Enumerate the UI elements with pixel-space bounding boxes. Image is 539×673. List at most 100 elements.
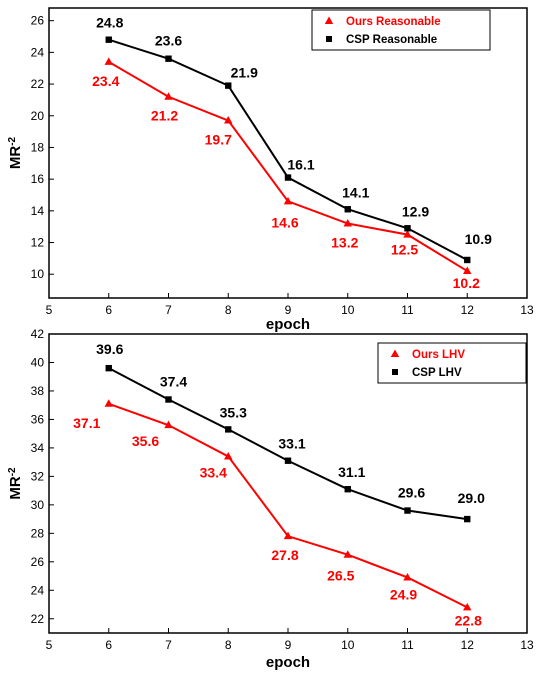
- x-tick-label: 13: [520, 303, 534, 317]
- y-tick-label: 26: [31, 14, 45, 28]
- data-label: 16.1: [287, 157, 314, 173]
- y-tick-label: 42: [31, 327, 45, 341]
- x-tick-label: 8: [225, 638, 232, 652]
- triangle-marker: [403, 230, 412, 238]
- legend: Ours LHV CSP LHV: [377, 342, 527, 384]
- legend-triangle-marker: [390, 349, 400, 357]
- triangle-marker: [283, 531, 293, 540]
- square-marker: [165, 396, 172, 403]
- data-label: 22.8: [455, 612, 482, 628]
- x-tick-label: 11: [401, 638, 414, 652]
- data-label: 27.8: [271, 547, 298, 563]
- x-tick-label: 12: [461, 638, 475, 652]
- square-marker: [404, 507, 411, 514]
- y-tick-label: 12: [31, 236, 45, 250]
- y-tick-label: 26: [31, 555, 45, 569]
- x-tick-label: 7: [165, 638, 172, 652]
- data-label: 35.3: [220, 404, 247, 420]
- y-tick-label: 28: [31, 526, 45, 540]
- x-tick-label: 9: [285, 303, 292, 317]
- triangle-marker: [463, 266, 472, 275]
- x-tick-label: 5: [46, 638, 53, 652]
- data-label: 19.7: [205, 132, 232, 148]
- x-tick-label: 9: [285, 638, 292, 652]
- y-tick-label: 18: [31, 140, 45, 154]
- y-tick-label: 32: [31, 469, 45, 483]
- legend-box: [311, 9, 491, 51]
- series-csp-reasonable: 24.8 23.6 21.9 16.1 14.1 12.9 10.9: [96, 15, 492, 264]
- x-axis-title: epoch: [266, 316, 310, 333]
- x-tick-label: 5: [46, 303, 53, 317]
- triangle-marker: [403, 572, 412, 581]
- series-ours-reasonable: 23.4 21.2 19.7 14.6 13.2 12.5 10.2: [92, 57, 480, 291]
- x-tick-label: 6: [105, 638, 112, 652]
- data-label: 12.9: [402, 203, 429, 219]
- triangle-marker: [463, 602, 472, 611]
- data-label: 33.4: [200, 464, 227, 480]
- x-tick-label: 7: [165, 303, 172, 317]
- square-marker: [225, 426, 232, 433]
- series-csp-lhv: 39.6 37.4 35.3 33.1 31.1 29.6 29.0: [96, 341, 485, 523]
- legend-triangle-marker: [324, 16, 334, 24]
- legend-square-marker: [326, 36, 332, 42]
- triangle-marker: [164, 92, 173, 100]
- legend: Ours Reasonable CSP Reasonable: [311, 9, 491, 51]
- square-marker: [284, 457, 292, 464]
- y-tick-label: 22: [31, 612, 45, 626]
- data-label: 29.6: [398, 485, 425, 501]
- square-marker: [344, 206, 351, 213]
- data-label: 39.6: [96, 341, 123, 357]
- data-label: 21.9: [231, 65, 258, 81]
- y-tick-label: 16: [31, 172, 45, 186]
- triangle-marker: [224, 451, 233, 460]
- data-label: 29.0: [458, 490, 485, 506]
- triangle-marker: [104, 57, 113, 65]
- y-tick-label: 10: [31, 267, 45, 281]
- triangle-marker: [224, 116, 233, 124]
- y-tick-label: 40: [31, 355, 45, 369]
- data-label: 35.6: [132, 433, 159, 449]
- data-label: 10.9: [465, 231, 492, 247]
- legend-label: Ours Reasonable: [346, 16, 441, 28]
- x-tick-label: 6: [105, 303, 112, 317]
- data-label: 14.6: [271, 214, 298, 230]
- y-axis-title: MR-2: [7, 136, 25, 169]
- x-tick-label: 8: [225, 303, 232, 317]
- data-label: 14.1: [342, 184, 369, 200]
- data-label: 21.2: [151, 108, 178, 124]
- x-tick-label: 10: [341, 303, 355, 317]
- data-label: 37.1: [73, 415, 100, 431]
- y-axis-title: MR-2: [7, 467, 25, 500]
- data-label: 37.4: [160, 373, 187, 389]
- square-marker: [284, 174, 292, 181]
- x-tick-label: 11: [401, 303, 414, 317]
- y-tick-label: 22: [31, 77, 45, 91]
- chart-panel-2: 5 6 7 8 9 10 11 12 13 22 24 26 28 30 32 34 36 38 40 42 epoch…: [7, 327, 534, 671]
- series-ours-lhv: 37.1 35.6 33.4 27.8 26.5 24.9 22.8: [73, 399, 482, 628]
- data-label: 24.8: [96, 15, 123, 31]
- square-marker: [105, 364, 112, 372]
- data-label: 26.5: [327, 568, 354, 584]
- legend-label: Ours LHV: [412, 349, 465, 361]
- data-label: 13.2: [331, 235, 358, 251]
- square-marker: [165, 55, 172, 62]
- y-tick-label: 34: [31, 441, 45, 455]
- data-label: 23.4: [92, 73, 119, 89]
- triangle-marker: [343, 219, 352, 227]
- data-label: 10.2: [453, 275, 480, 291]
- triangle-marker: [343, 550, 352, 558]
- legend-box: [377, 342, 527, 384]
- square-marker: [225, 82, 232, 89]
- y-tick-label: 20: [31, 109, 45, 123]
- legend-square-marker: [392, 369, 398, 375]
- square-marker: [464, 515, 471, 523]
- y-tick-label: 38: [31, 384, 45, 398]
- y-tick-label: 30: [31, 498, 45, 512]
- data-label: 31.1: [338, 464, 365, 480]
- square-marker: [464, 256, 471, 264]
- y-tick-label: 14: [31, 204, 45, 218]
- y-tick-label: 24: [31, 583, 45, 597]
- y-tick-label: 36: [31, 412, 45, 426]
- data-label: 24.9: [390, 586, 417, 602]
